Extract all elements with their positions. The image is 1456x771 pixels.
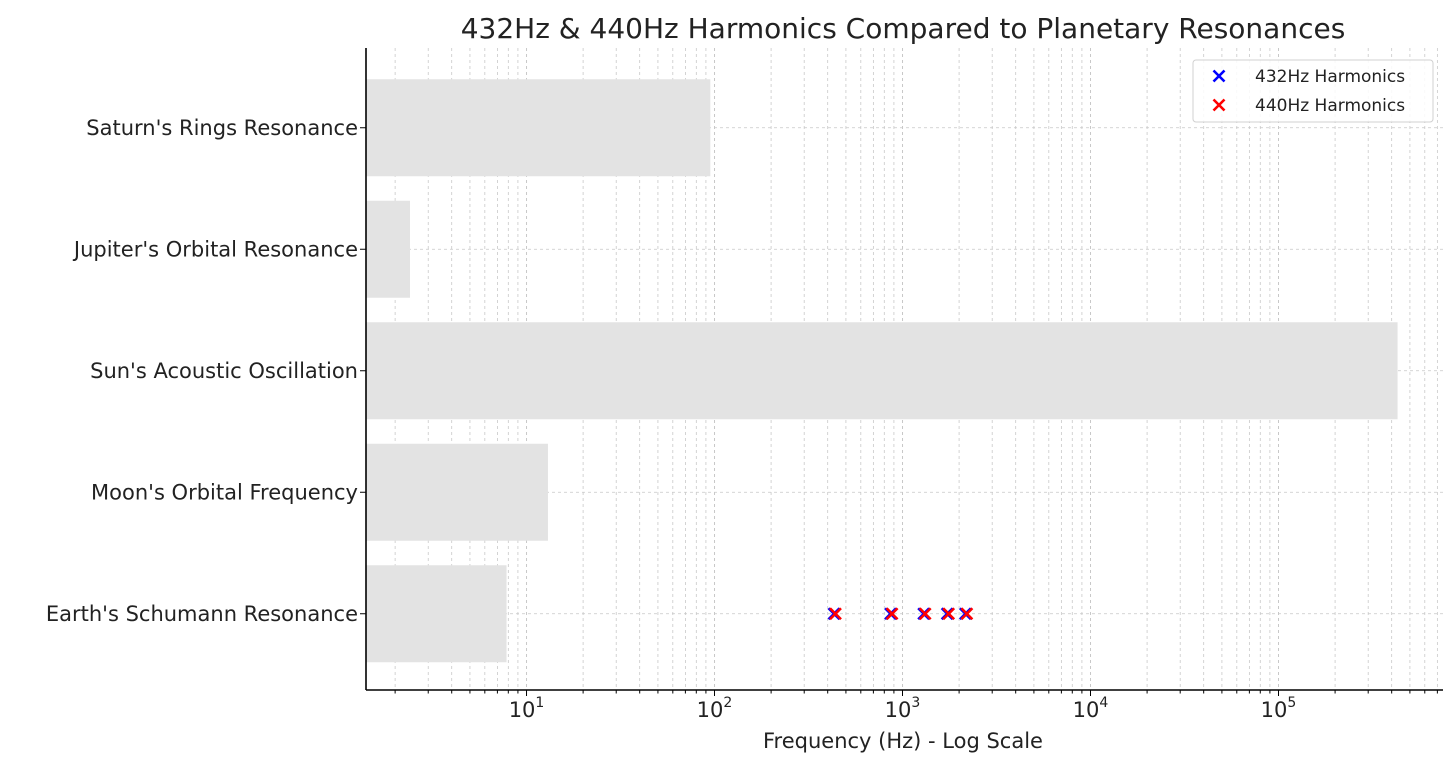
y-tick-label: Earth's Schumann Resonance	[46, 602, 358, 626]
x-axis-label: Frequency (Hz) - Log Scale	[763, 729, 1043, 753]
legend-frame	[1192, 59, 1434, 123]
bars	[366, 79, 1398, 663]
bar	[366, 565, 507, 663]
scatter-point-440	[942, 607, 956, 621]
chart-title: 432Hz & 440Hz Harmonics Compared to Plan…	[461, 12, 1346, 45]
legend-label-440: 440Hz Harmonics	[1255, 96, 1405, 116]
y-tick-label: Saturn's Rings Resonance	[86, 116, 358, 140]
grid	[366, 48, 1443, 690]
x-tick-label: 102	[697, 695, 733, 722]
scatter-point-440	[960, 607, 974, 621]
bar	[366, 200, 411, 298]
legend: 432Hz Harmonics 440Hz Harmonics	[1192, 59, 1434, 123]
ticks: 101 102 103 104 105 Earth's Schumann Resonanc…	[46, 116, 1438, 722]
scatter-point-440	[918, 607, 932, 621]
legend-label-432: 432Hz Harmonics	[1255, 67, 1405, 87]
x-tick-label: 103	[885, 695, 921, 722]
scatter-point-440	[829, 607, 842, 621]
y-tick-label: Moon's Orbital Frequency	[91, 480, 358, 504]
bar	[366, 443, 548, 541]
axes	[365, 48, 1443, 691]
x-tick-label: 104	[1073, 695, 1109, 722]
bar	[366, 322, 1398, 420]
legend-marker-432	[1212, 69, 1226, 83]
legend-marker-440	[1212, 98, 1226, 112]
bar	[366, 79, 711, 177]
x-tick-label: 105	[1261, 695, 1297, 722]
scatter-points	[827, 607, 974, 621]
y-tick-label: Jupiter's Orbital Resonance	[72, 237, 358, 261]
scatter-point-440	[885, 607, 899, 621]
y-tick-label: Sun's Acoustic Oscillation	[90, 359, 358, 383]
x-tick-label: 101	[509, 695, 545, 722]
